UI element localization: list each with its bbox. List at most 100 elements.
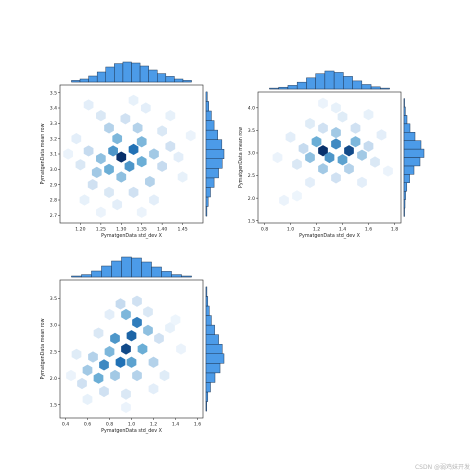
marginal-y-bar	[403, 190, 406, 200]
marginal-y-bar	[403, 106, 406, 116]
hex-cell	[318, 97, 328, 109]
marginal-x-bar	[287, 85, 298, 90]
hex-cell	[305, 118, 315, 130]
hexbin-cells	[272, 97, 393, 207]
marginal-y-bar	[403, 148, 425, 158]
y-tick-label: 2.0	[50, 376, 57, 382]
marginal-x-bar	[148, 69, 158, 83]
x-tick-label: 1.0	[287, 227, 294, 233]
marginal-x-bar	[333, 72, 344, 90]
marginal-y-histogram	[205, 286, 225, 412]
y-tick-label: 1.5	[248, 218, 255, 224]
x-tick-label: 1.2	[150, 422, 157, 428]
x-tick-label: 1.0	[128, 422, 135, 428]
x-axis-label: PymatgenData std_dev X	[101, 233, 162, 239]
hex-cell	[272, 151, 283, 164]
hex-cell	[104, 346, 115, 358]
marginal-x-bar	[370, 86, 381, 90]
marginal-y-bar	[205, 139, 223, 150]
hex-cell	[128, 186, 139, 198]
marginal-y-bar	[403, 207, 405, 217]
marginal-x-bar	[131, 62, 141, 83]
x-tick-label: 0.6	[84, 422, 91, 428]
marginal-y-bar	[205, 324, 215, 335]
hexbin-cells	[63, 94, 196, 218]
hex-cell	[344, 145, 354, 157]
marginal-y-bar	[403, 182, 408, 192]
marginal-y-bar	[403, 123, 411, 133]
hex-cell	[77, 377, 87, 390]
hex-cell	[126, 356, 137, 368]
hex-cell	[121, 343, 131, 355]
marginal-y-bar	[205, 168, 219, 179]
marginal-y-bar	[205, 391, 209, 402]
hex-cell	[305, 151, 315, 164]
hex-cell	[108, 145, 118, 157]
x-tick-label: 1.25	[96, 227, 106, 233]
hex-cell	[331, 172, 341, 184]
jointplot-3: 0.4 0.6 0.8 1.0 1.2 1.4 1.6 1.5 2.0 2.5 3.0 3.5 Pyma…	[40, 256, 225, 434]
marginal-y-bar	[205, 296, 209, 307]
hex-cell	[75, 159, 86, 171]
marginal-y-bar	[205, 353, 225, 364]
x-tick-label: 1.4	[172, 422, 179, 428]
watermark: CSDN @弱鸡妹开发	[414, 464, 470, 471]
hex-cell	[357, 176, 367, 188]
hex-cell	[143, 324, 153, 337]
x-tick-label: 1.6	[365, 227, 372, 233]
marginal-x-bar	[88, 75, 98, 83]
hex-cell	[292, 190, 302, 202]
marginal-y-bar	[403, 98, 405, 108]
y-tick-label: 3.0	[50, 167, 57, 173]
marginal-y-bar	[403, 157, 421, 167]
hex-cell	[104, 122, 114, 134]
hex-cell	[124, 160, 135, 172]
y-tick-label: 2.5	[50, 349, 57, 355]
hex-cell	[376, 129, 387, 141]
y-tick-label: 3.2	[50, 136, 57, 142]
x-axis-label: PymatgenData std_dev X	[299, 233, 360, 239]
marginal-x-bar	[101, 265, 112, 278]
hex-cell	[115, 356, 126, 368]
hex-cell	[66, 369, 76, 382]
hex-cell	[337, 154, 348, 166]
y-tick-label: 3.5	[50, 90, 57, 96]
hex-cell	[82, 393, 93, 406]
marginal-y-bar	[205, 363, 221, 374]
hex-cell	[112, 133, 123, 145]
marginal-x-bar	[105, 66, 115, 83]
hex-cell	[110, 332, 120, 344]
hex-cell	[71, 133, 82, 145]
hex-cell	[104, 186, 114, 198]
hex-cell	[148, 383, 159, 395]
marginal-x-bar	[96, 71, 106, 83]
x-tick-label: 1.2	[313, 227, 320, 233]
marginal-y-bar	[205, 101, 209, 112]
hex-cell	[121, 401, 131, 413]
marginal-y-bar	[205, 286, 208, 297]
hex-cell	[145, 175, 155, 188]
marginal-x-bar	[278, 86, 289, 90]
marginal-y-bar	[205, 206, 208, 217]
hex-cell	[324, 151, 335, 164]
marginal-x-bar	[324, 70, 335, 90]
x-tick-label: 1.8	[391, 227, 398, 233]
hex-cell	[91, 166, 102, 179]
hex-cell	[165, 140, 176, 152]
marginal-x-bar	[122, 61, 132, 83]
hex-cell	[298, 142, 309, 155]
hex-cell	[149, 194, 159, 206]
marginal-y-bar	[205, 129, 218, 140]
marginal-x-bar	[361, 84, 372, 90]
hex-cell	[311, 136, 322, 148]
marginal-x-bar	[296, 81, 307, 90]
marginal-y-histogram	[403, 98, 425, 217]
hex-cell	[96, 206, 106, 218]
hex-cell	[154, 332, 164, 344]
hex-cell	[344, 163, 354, 175]
y-tick-label: 3.4	[50, 106, 57, 112]
hex-cell	[357, 149, 367, 161]
hex-cell	[331, 138, 341, 150]
y-axis-label: PymatgenData mean row	[40, 318, 46, 379]
marginal-x-bar	[91, 270, 102, 278]
